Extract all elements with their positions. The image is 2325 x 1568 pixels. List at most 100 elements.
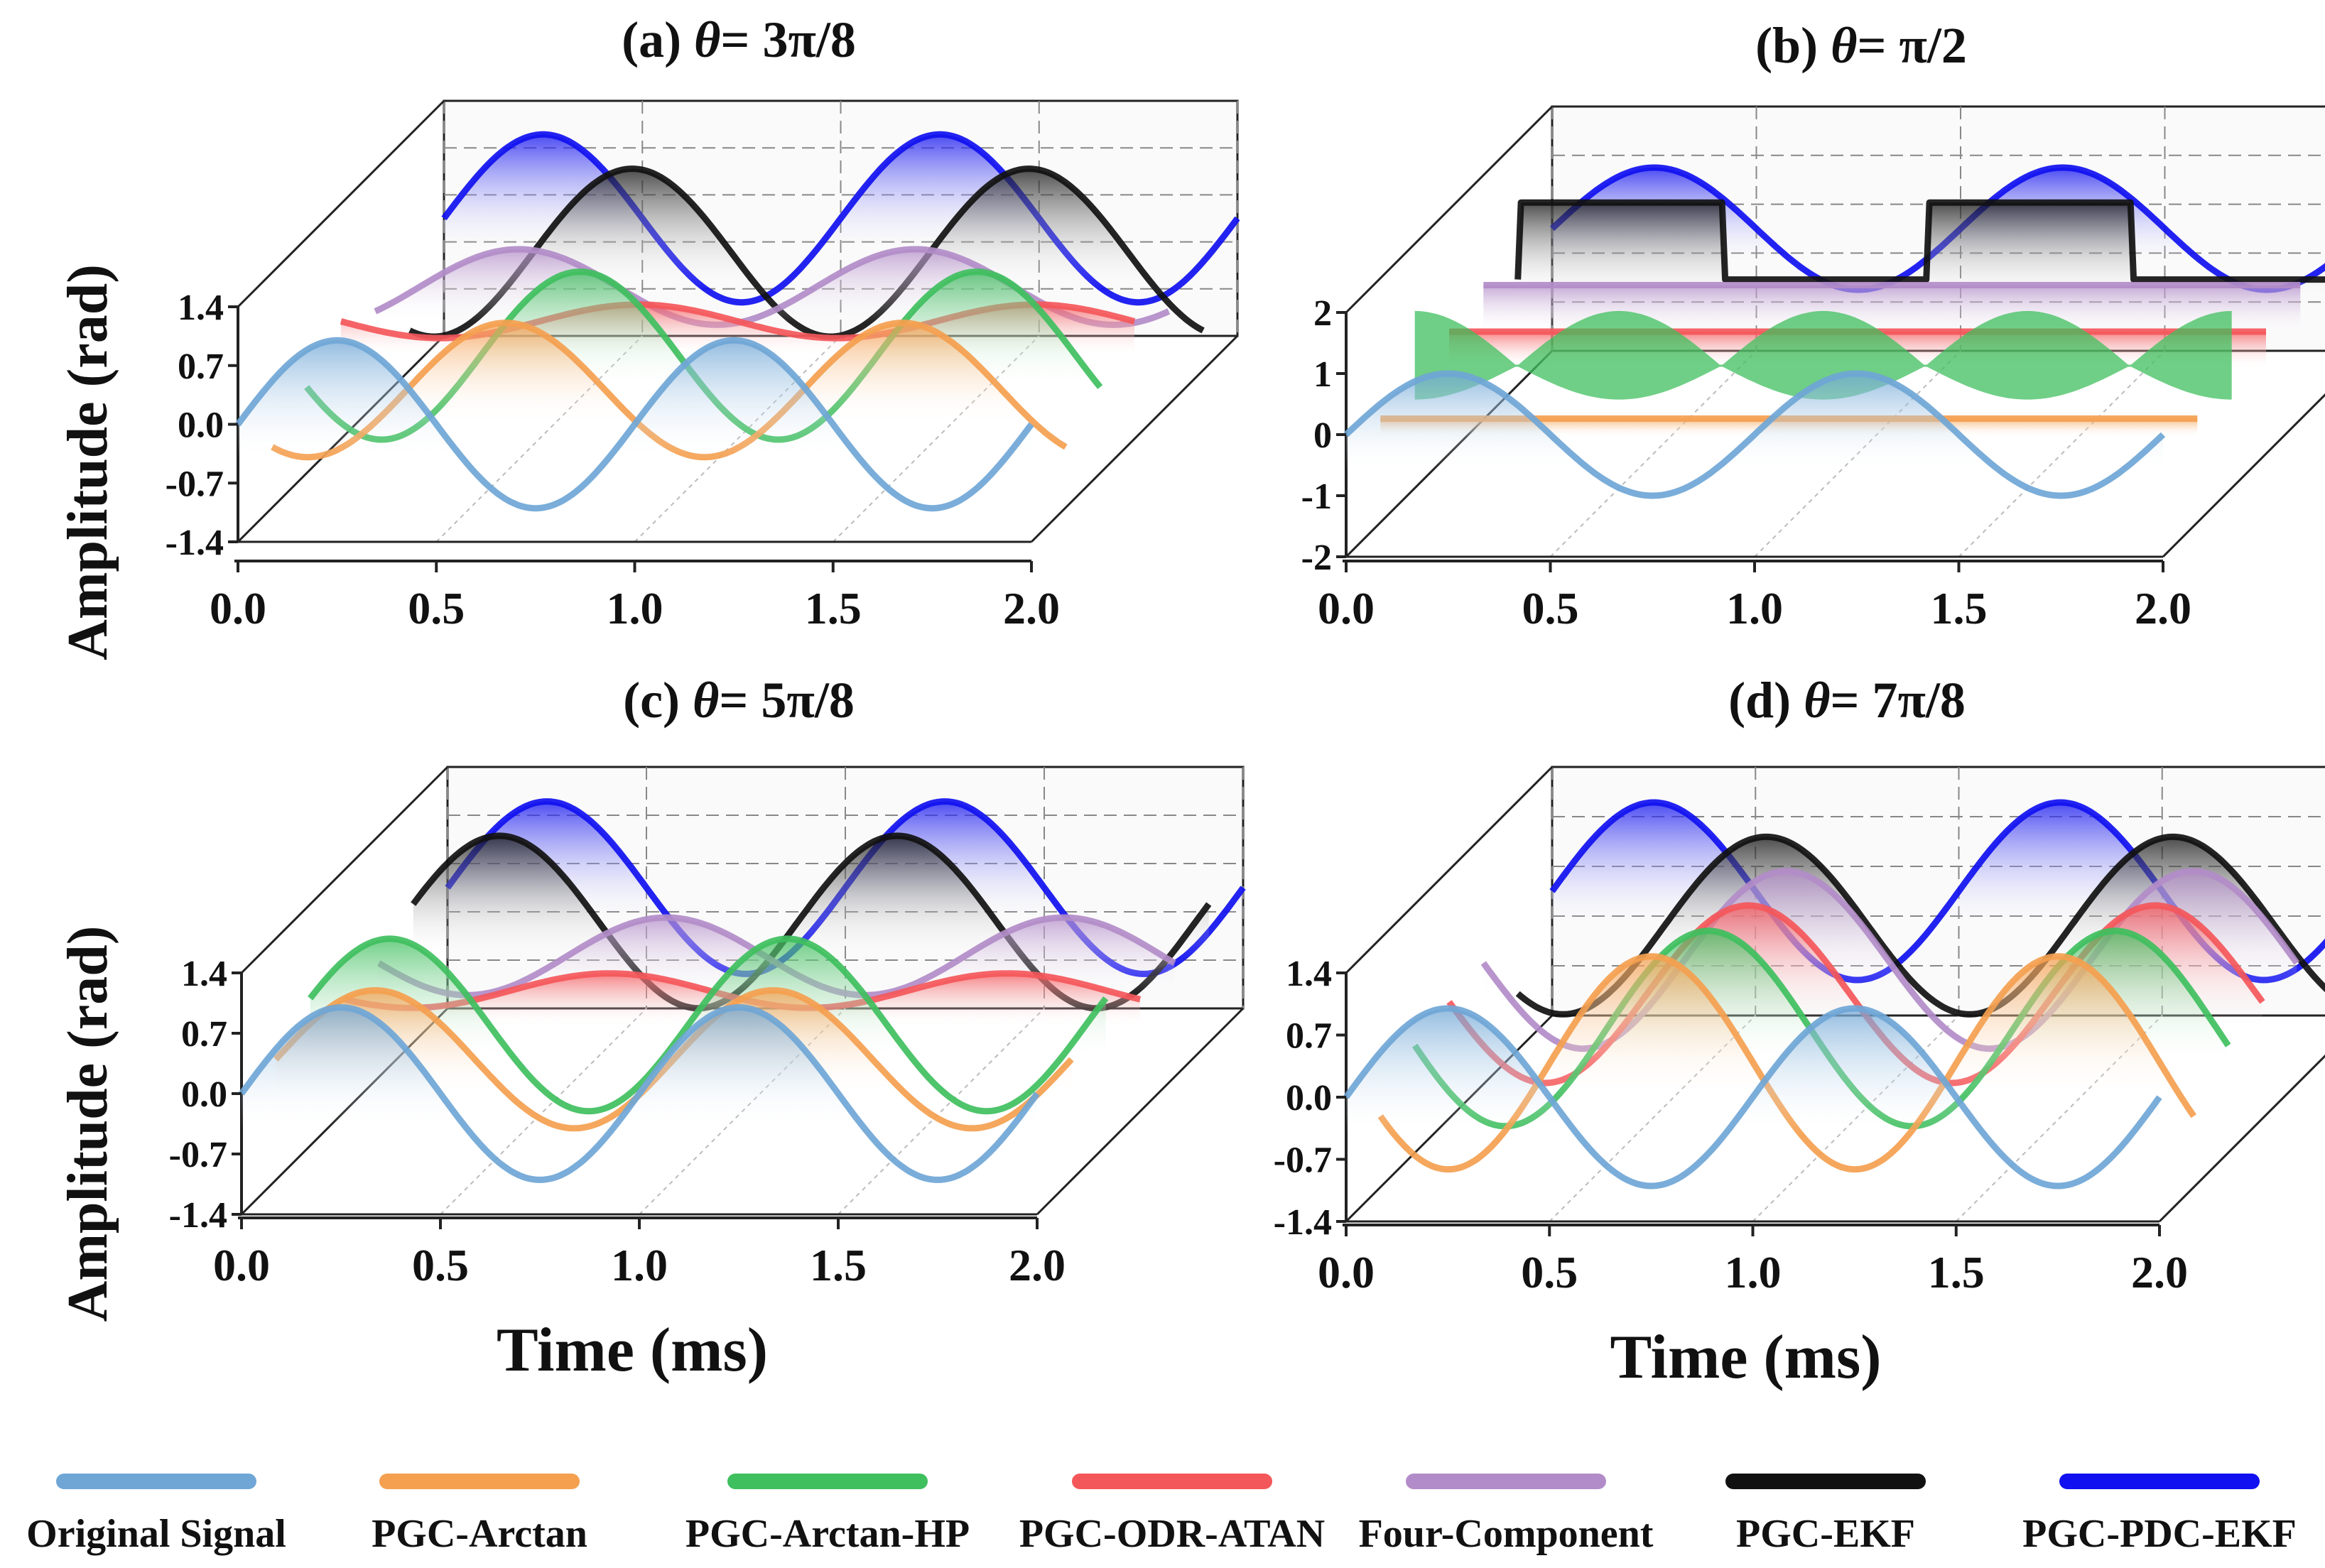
series-fill xyxy=(238,340,1031,460)
series-fill xyxy=(276,990,1072,1096)
y-axis-label: Amplitude (rad) xyxy=(57,264,119,660)
x-tick-label: 2.0 xyxy=(2135,583,2191,633)
legend-label: Four-Component xyxy=(1359,1512,1654,1556)
x-tick-label: 0.5 xyxy=(412,1240,469,1290)
axis-frame xyxy=(2162,393,2325,558)
y-tick-label: 0.7 xyxy=(1286,1016,1332,1057)
panels: -1.4-0.70.00.71.40.0 0.5 1.0 1.5 2.0(a) θ= 3… xyxy=(57,11,2325,1392)
y-tick-label: 1.4 xyxy=(181,954,227,994)
axis-frame xyxy=(1030,334,1239,543)
grid-line xyxy=(440,1008,647,1215)
series-group xyxy=(1343,1005,2162,1189)
y-tick-label: -0.7 xyxy=(1274,1140,1332,1181)
series-group xyxy=(1414,310,2232,400)
x-tick-label: 2.0 xyxy=(1003,583,1060,633)
y-axis-label: Amplitude (rad) xyxy=(57,926,119,1322)
series-line xyxy=(441,131,1240,306)
series-line xyxy=(235,337,1034,512)
series-fill xyxy=(1346,1008,2159,1135)
chart-panel: -1.4 -0.7 0.0 0.7 1.4 0.0 0.5 1.0 1.5 2.0 (d) θ= 7… xyxy=(1274,672,2325,1392)
panel-theta-value: = 7π/8 xyxy=(1830,672,1965,729)
x-tick-label: 0.0 xyxy=(1318,1247,1375,1297)
x-axis-label: Time (ms) xyxy=(497,1316,768,1385)
legend-item: PGC-PDC-EKF xyxy=(2022,1474,2297,1556)
panel-theta-value: = 3π/8 xyxy=(720,11,855,68)
legend-item: PGC-ODR-ATAN xyxy=(1019,1474,1325,1556)
series-fill xyxy=(242,1007,1037,1130)
series-group xyxy=(239,1004,1040,1183)
series-fill xyxy=(413,835,1209,959)
series-fill xyxy=(448,801,1243,924)
legend: Original Signal PGC-Arctan PGC-Arctan-HP PG… xyxy=(26,1474,2297,1556)
chart-panel: -1.4 -0.7 0.0 0.7 1.4 0.0 0.5 1.0 1.5 2.0 (a) θ= 3… xyxy=(57,11,1240,660)
panel-theta-value: = 5π/8 xyxy=(719,672,854,729)
y-tick-label: 0.7 xyxy=(178,347,224,387)
series-line xyxy=(1343,1005,2162,1189)
y-tick-label: -0.7 xyxy=(169,1135,227,1175)
series-fill xyxy=(272,322,1066,425)
legend-item: Original Signal xyxy=(26,1474,286,1556)
series-fill xyxy=(1414,310,2232,400)
legend-item: PGC-Arctan xyxy=(372,1474,587,1556)
panel-title: (d) θ= 7π/8 xyxy=(1728,672,1966,729)
panel-theta-value: = π/2 xyxy=(1857,17,1966,74)
y-tick-label: 1.4 xyxy=(1286,954,1332,994)
series-group xyxy=(235,337,1034,512)
y-tick-label: 2 xyxy=(1313,293,1332,334)
panel-title: (b) θ= π/2 xyxy=(1755,17,1967,74)
series-group xyxy=(408,165,1205,340)
panel-theta: θ xyxy=(694,11,720,68)
legend-item: Four-Component xyxy=(1359,1474,1654,1556)
series-fill xyxy=(1483,285,2301,334)
chart-panel: -1.4 -0.7 0.0 0.7 1.4 0.0 0.5 1.0 1.5 2.0 (c) θ= 5… xyxy=(57,672,1246,1385)
legend-label: PGC-Arctan xyxy=(372,1512,587,1556)
panel-title: (c) θ= 5π/8 xyxy=(623,672,855,729)
panel-theta: θ xyxy=(693,672,719,729)
panel-title: (a) θ= 3π/8 xyxy=(622,11,856,68)
x-tick-label: 0.0 xyxy=(213,1240,270,1290)
chart-panel: -2 -1 0 1 2 0.0 0.5 1.0 1.5 2.0 (b) θ= π/2 xyxy=(1301,17,2325,633)
y-tick-label: 0.7 xyxy=(181,1014,227,1055)
series-group xyxy=(1483,282,2301,334)
x-tick-label: 0.0 xyxy=(210,583,266,633)
y-tick-label: -1.4 xyxy=(1274,1202,1332,1243)
grid-line xyxy=(838,1008,1045,1215)
legend-item: PGC-Arctan-HP xyxy=(685,1474,970,1556)
series-line xyxy=(239,1004,1040,1183)
legend-label: PGC-Arctan-HP xyxy=(685,1512,970,1556)
series-group xyxy=(1343,370,2166,499)
panel-label: (b) xyxy=(1755,17,1831,74)
axis-frame xyxy=(240,766,449,974)
x-tick-label: 1.0 xyxy=(611,1240,668,1290)
y-tick-label: 1 xyxy=(1313,354,1332,395)
axis-frame xyxy=(237,99,445,308)
x-tick-label: 1.5 xyxy=(1928,1247,1985,1297)
x-tick-label: 0.0 xyxy=(1318,583,1375,633)
x-tick-label: 0.5 xyxy=(1521,1247,1578,1297)
y-tick-label: -1.4 xyxy=(169,1195,227,1236)
y-tick-label: 0.0 xyxy=(181,1074,227,1115)
legend-label: PGC-PDC-EKF xyxy=(2022,1512,2297,1556)
x-axis-label: Time (ms) xyxy=(1610,1323,1881,1392)
series-fill xyxy=(1517,202,2325,300)
x-tick-label: 0.5 xyxy=(1522,583,1579,633)
y-tick-label: 0.0 xyxy=(178,405,224,446)
x-tick-label: 1.0 xyxy=(1726,583,1783,633)
series-line xyxy=(408,165,1205,340)
series-line xyxy=(374,246,1171,328)
grid-line xyxy=(1549,350,1757,557)
panel-label: (c) xyxy=(623,672,693,729)
panel-label: (d) xyxy=(1728,672,1804,729)
axis-frame xyxy=(1345,766,1554,974)
y-tick-label: -2 xyxy=(1301,538,1332,578)
axis-frame xyxy=(2158,1054,2325,1223)
series-line xyxy=(1514,199,2325,283)
legend-label: PGC-ODR-ATAN xyxy=(1019,1512,1325,1556)
series-line xyxy=(1343,370,2166,499)
y-tick-label: -0.7 xyxy=(166,464,224,504)
y-tick-label: -1.4 xyxy=(166,523,224,563)
panel-label: (a) xyxy=(622,11,694,68)
x-tick-label: 1.5 xyxy=(1931,583,1988,633)
x-tick-label: 1.5 xyxy=(805,583,862,633)
